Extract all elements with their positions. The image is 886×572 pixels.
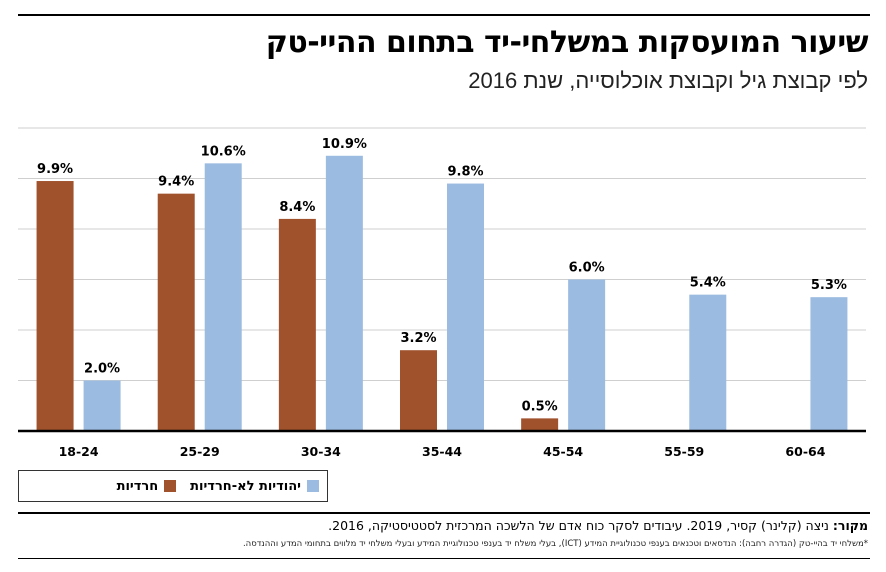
data-label-series-2-55-59: 5.4% [690,276,726,291]
legend: יהודיות לא-חרדיות חרדיות [18,470,328,502]
bar-chart: 9.9% 2.0% 9.4% 10.6% 8.4% 10.9% 3.2% 9.8% 0.5% 6.… [18,127,866,459]
bottom-rule [18,558,870,559]
data-label-series-1-45-54: 0.5% [522,399,558,414]
data-label-series-1-30-34: 8.4% [279,200,315,215]
top-rule [18,14,870,16]
data-label-series-2-45-54: 6.0% [569,261,605,276]
data-label-series-1-25-29: 9.4% [158,175,194,190]
footnote: *משלחי יד בהיי-טק (הגדרה רחבה): הנדסאים … [242,539,868,549]
data-label-series-2-25-29: 10.6% [201,144,246,159]
x-tick-label-18-24: 18-24 [59,444,99,459]
bar-series-2-60-64 [810,297,848,431]
footer-rule [18,512,870,514]
bar-series-1-30-34 [278,218,316,431]
gridlines [18,127,866,381]
data-label-series-2-30-34: 10.9% [322,137,367,152]
chart-title: שיעור המועסקות במשלחי-יד בתחום ההיי-טק [265,25,869,60]
legend-label-series-2: יהודיות לא-חרדיות [190,478,301,494]
bar-series-2-35-44 [447,183,484,431]
legend-swatch-series-1 [164,480,177,492]
x-tick-label-30-34: 30-34 [301,444,341,459]
bar-series-1-25-29 [157,193,195,431]
bar-series-2-45-54 [568,279,606,431]
bar-series-2-55-59 [689,294,727,431]
x-tick-label-25-29: 25-29 [180,444,220,459]
bars [36,155,848,431]
legend-item-series-2: יהודיות לא-חרדיות [190,479,319,494]
data-label-series-1-35-44: 3.2% [400,331,436,346]
source-note: מקור: ניצה (קלינר) קסיר, 2019. עיבודים ל… [328,517,868,535]
data-label-series-2-60-64: 5.3% [811,278,847,293]
chart-subtitle: לפי קבוצת גיל וקבוצת אוכלוסייה, שנת 2016 [468,68,868,93]
legend-swatch-series-2 [307,480,319,492]
data-label-series-2-18-24: 2.0% [84,362,120,377]
data-label-series-2-35-44: 9.8% [447,165,483,180]
source-label: מקור: [832,518,868,533]
source-text: ניצה (קלינר) קסיר, 2019. עיבודים לסקר כו… [328,518,829,533]
x-tick-label-55-59: 55-59 [664,444,704,459]
bar-series-2-18-24 [83,380,121,431]
x-tick-labels: 18-24 25-29 30-34 35-44 45-54 55-59 60-64 [59,444,826,459]
data-labels: 9.9% 2.0% 9.4% 10.6% 8.4% 10.9% 3.2% 9.8% 0.5% 6.… [37,137,847,415]
legend-item-series-1: חרדיות [117,479,177,494]
x-tick-label-60-64: 60-64 [785,444,825,459]
data-label-series-1-18-24: 9.9% [37,162,73,177]
bar-series-1-35-44 [400,350,437,431]
x-tick-label-45-54: 45-54 [543,444,583,459]
bar-series-1-45-54 [521,418,559,431]
bar-series-2-30-34 [325,155,363,431]
x-tick-label-35-44: 35-44 [422,444,462,459]
legend-label-series-1: חרדיות [116,478,159,494]
bar-series-2-25-29 [204,163,242,431]
bar-series-1-18-24 [36,181,74,431]
